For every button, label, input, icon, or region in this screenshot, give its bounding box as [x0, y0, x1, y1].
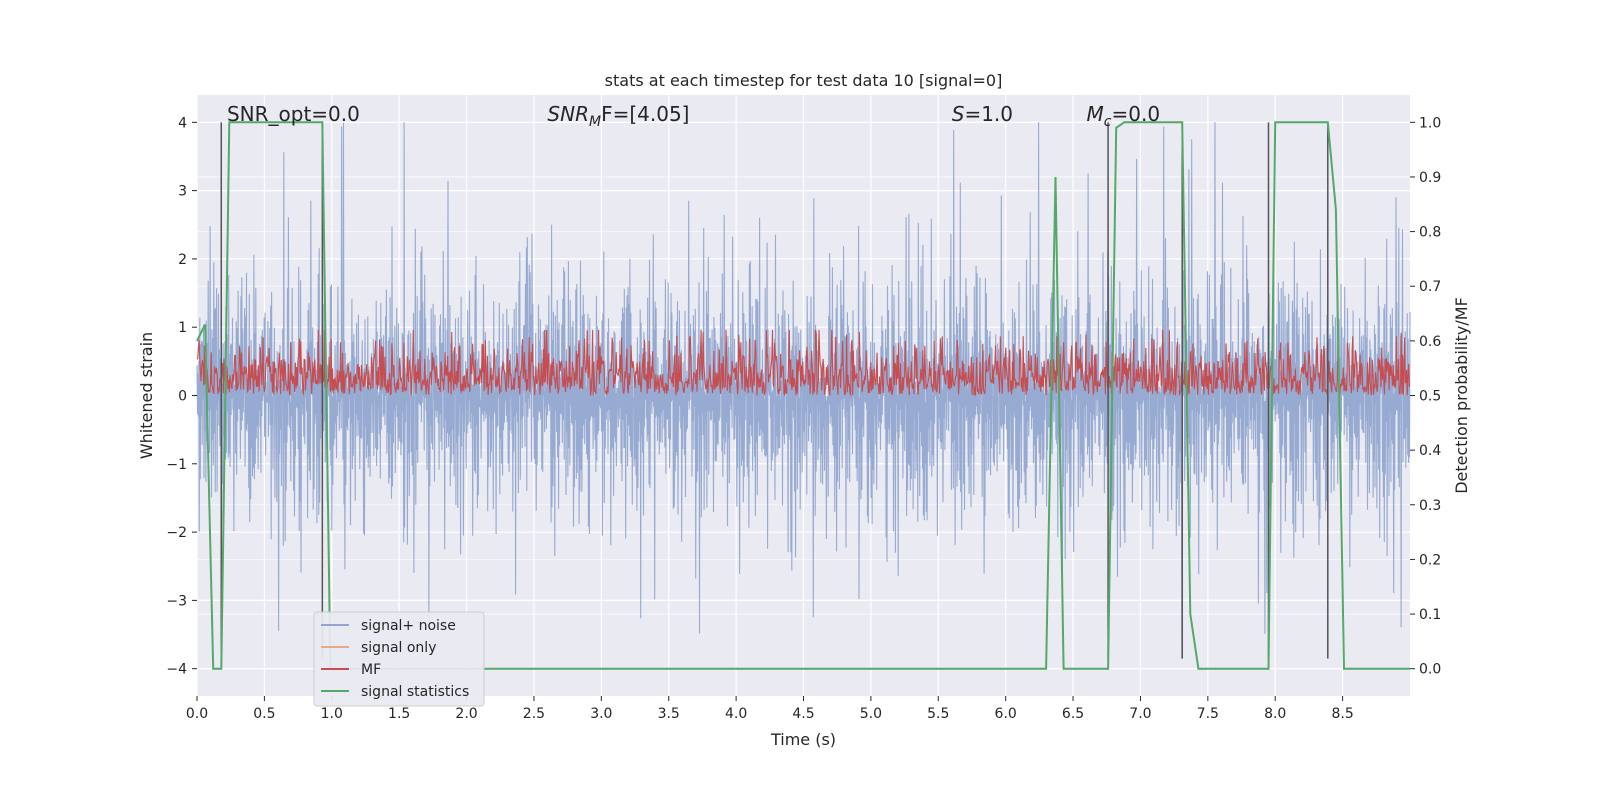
legend-label: signal only [361, 640, 436, 656]
y-axis-left: −4 −3 −2 −1 0 1 2 3 4 [166, 115, 197, 678]
x-tick-label: 2.0 [455, 706, 477, 722]
annotation: Mc=0.0 [1087, 102, 1161, 130]
y-tick-left-label: 1 [178, 320, 187, 336]
y-tick-right-label: 1.0 [1419, 115, 1441, 131]
x-tick-label: 0.5 [253, 706, 275, 722]
x-tick-label: 3.0 [590, 706, 612, 722]
y-tick-left-label: 2 [178, 252, 187, 268]
x-tick-label: 7.5 [1197, 706, 1219, 722]
series-mf [196, 329, 1411, 397]
annotation: S=1.0 [952, 102, 1013, 126]
x-axis-label: Time (s) [770, 730, 836, 749]
y-axis-left-label: Whitened strain [137, 332, 156, 459]
y-axis-right: 0.0 0.1 0.2 0.3 0.4 0.5 0.6 0.7 0.8 0.9 1.0 [1410, 115, 1441, 678]
legend-label: signal+ noise [361, 618, 456, 634]
series-line-signal-statistics [196, 121, 1410, 670]
y-tick-left-label: 0 [178, 389, 187, 405]
x-tick-label: 4.0 [725, 706, 747, 722]
x-tick-label: 8.5 [1331, 706, 1353, 722]
y-axis-right-label: Detection probability/MF [1452, 297, 1471, 494]
x-tick-label: 7.0 [1129, 706, 1151, 722]
y-tick-right-label: 0.7 [1419, 279, 1441, 295]
x-tick-label: 5.5 [927, 706, 949, 722]
x-tick-label: 1.0 [321, 706, 343, 722]
annotations: SNR_opt=0.0 SNRMF=[4.05] S=1.0 Mc=0.0 [227, 102, 1160, 130]
x-tick-label: 3.5 [658, 706, 680, 722]
x-axis: 0.0 0.5 1.0 1.5 2.0 2.5 3.0 3.5 4.0 4.5 5.0 5.5 6.0 6… [186, 696, 1354, 722]
x-tick-label: 0.0 [186, 706, 208, 722]
y-tick-right-label: 0.8 [1419, 225, 1441, 241]
legend-label: MF [361, 662, 381, 678]
y-tick-left-label: 4 [178, 115, 187, 131]
y-tick-left-label: 3 [178, 184, 187, 200]
y-tick-right-label: 0.5 [1419, 389, 1441, 405]
x-tick-label: 6.0 [995, 706, 1017, 722]
annotation: SNRMF=[4.05] [547, 102, 689, 130]
x-tick-label: 8.0 [1264, 706, 1286, 722]
y-tick-right-label: 0.1 [1419, 607, 1441, 623]
y-tick-right-label: 0.2 [1419, 552, 1441, 568]
y-tick-left-label: −4 [166, 662, 187, 678]
x-tick-label: 5.0 [860, 706, 882, 722]
y-tick-right-label: 0.6 [1419, 334, 1441, 350]
y-tick-left-label: −3 [166, 593, 187, 609]
series-line-mf [196, 329, 1411, 397]
y-tick-left-label: −1 [166, 457, 187, 473]
legend: signal+ noise signal only MF signal statist… [313, 611, 485, 707]
y-tick-right-label: 0.9 [1419, 170, 1441, 186]
y-tick-right-label: 0.0 [1419, 662, 1441, 678]
y-tick-right-label: 0.3 [1419, 498, 1441, 514]
x-tick-label: 1.5 [388, 706, 410, 722]
x-tick-label: 6.5 [1062, 706, 1084, 722]
y-tick-right-label: 0.4 [1419, 443, 1441, 459]
x-tick-label: 2.5 [523, 706, 545, 722]
legend-label: signal statistics [361, 684, 469, 700]
y-tick-left-label: −2 [166, 525, 187, 541]
chart-title: stats at each timestep for test data 10 … [605, 71, 1003, 90]
annotation: SNR_opt=0.0 [227, 102, 360, 126]
legend-box [313, 611, 485, 707]
x-tick-label: 4.5 [792, 706, 814, 722]
vertical-markers [220, 122, 1329, 659]
series-signal-statistics [196, 121, 1410, 670]
